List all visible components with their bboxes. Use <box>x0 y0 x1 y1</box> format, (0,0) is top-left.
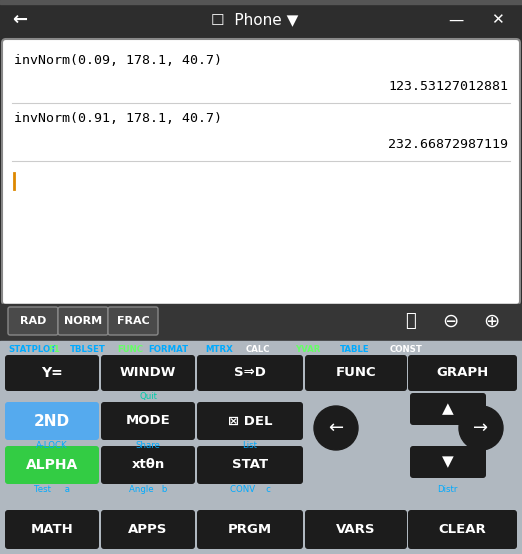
FancyBboxPatch shape <box>5 446 99 484</box>
Text: ✕: ✕ <box>491 13 503 28</box>
Bar <box>0 0 522 4</box>
FancyBboxPatch shape <box>101 510 195 549</box>
FancyBboxPatch shape <box>101 446 195 484</box>
Text: GRAPH: GRAPH <box>436 367 489 379</box>
FancyBboxPatch shape <box>197 355 303 391</box>
Text: 232.66872987119: 232.66872987119 <box>388 138 508 151</box>
Bar <box>0 0 522 40</box>
FancyBboxPatch shape <box>305 355 407 391</box>
Text: NORM: NORM <box>64 316 102 326</box>
Text: ←: ← <box>13 11 28 29</box>
FancyBboxPatch shape <box>58 307 108 335</box>
Text: Share: Share <box>136 442 160 450</box>
Text: List: List <box>243 442 257 450</box>
Text: S⇒D: S⇒D <box>234 367 266 379</box>
Bar <box>0 340 522 554</box>
Text: FUNC: FUNC <box>117 345 143 353</box>
Text: VARS: VARS <box>336 523 376 536</box>
Text: CALC: CALC <box>246 345 270 353</box>
FancyBboxPatch shape <box>410 393 486 425</box>
Text: ⊖: ⊖ <box>442 311 458 331</box>
FancyBboxPatch shape <box>197 402 303 440</box>
Text: STATPLOT: STATPLOT <box>8 345 56 353</box>
FancyBboxPatch shape <box>2 39 520 305</box>
Text: ▲: ▲ <box>442 402 454 417</box>
Circle shape <box>459 406 503 450</box>
FancyBboxPatch shape <box>5 355 99 391</box>
Bar <box>0 304 522 340</box>
FancyBboxPatch shape <box>101 355 195 391</box>
Text: 123.53127012881: 123.53127012881 <box>388 80 508 94</box>
Text: ⏱: ⏱ <box>405 312 416 330</box>
Text: Y=: Y= <box>41 366 63 380</box>
FancyBboxPatch shape <box>8 307 58 335</box>
Text: MATH: MATH <box>31 523 74 536</box>
Text: FUNC: FUNC <box>336 367 376 379</box>
Text: CONST: CONST <box>390 345 423 353</box>
Text: PRGM: PRGM <box>228 523 272 536</box>
FancyBboxPatch shape <box>5 402 99 440</box>
Bar <box>0 341 522 357</box>
FancyBboxPatch shape <box>101 402 195 440</box>
Text: YVAR: YVAR <box>295 345 321 353</box>
Text: Test     a: Test a <box>34 485 70 495</box>
Text: APPS: APPS <box>128 523 168 536</box>
FancyBboxPatch shape <box>5 510 99 549</box>
Text: TBLSET: TBLSET <box>70 345 106 353</box>
Text: →: → <box>473 419 489 437</box>
Text: STAT: STAT <box>232 459 268 471</box>
Text: 2ND: 2ND <box>34 413 70 428</box>
FancyBboxPatch shape <box>197 510 303 549</box>
Text: ☐  Phone ▼: ☐ Phone ▼ <box>211 13 299 28</box>
Text: invNorm(0.91, 178.1, 40.7): invNorm(0.91, 178.1, 40.7) <box>14 112 222 126</box>
Text: MODE: MODE <box>126 414 170 428</box>
Text: ⊕: ⊕ <box>483 311 499 331</box>
Text: ⊠ DEL: ⊠ DEL <box>228 414 272 428</box>
Text: —: — <box>448 13 464 28</box>
Text: FRAC: FRAC <box>116 316 149 326</box>
FancyBboxPatch shape <box>108 307 158 335</box>
Text: Distr: Distr <box>437 485 457 495</box>
Text: A-LOCK: A-LOCK <box>36 442 68 450</box>
FancyBboxPatch shape <box>410 446 486 478</box>
FancyBboxPatch shape <box>408 510 517 549</box>
Text: ALPHA: ALPHA <box>26 458 78 472</box>
Text: CLEAR: CLEAR <box>438 523 487 536</box>
Text: Angle   b: Angle b <box>129 485 167 495</box>
Text: MTRX: MTRX <box>205 345 233 353</box>
Text: xtθn: xtθn <box>132 459 164 471</box>
Text: F1: F1 <box>48 345 60 353</box>
Text: FORMAT: FORMAT <box>148 345 188 353</box>
Text: ▼: ▼ <box>442 454 454 469</box>
Text: CONV    c: CONV c <box>230 485 270 495</box>
Text: RAD: RAD <box>20 316 46 326</box>
FancyBboxPatch shape <box>197 446 303 484</box>
Text: TABLE: TABLE <box>340 345 370 353</box>
Circle shape <box>314 406 358 450</box>
Text: ←: ← <box>328 419 343 437</box>
Text: Quit: Quit <box>139 392 157 402</box>
FancyBboxPatch shape <box>305 510 407 549</box>
FancyBboxPatch shape <box>408 355 517 391</box>
Text: invNorm(0.09, 178.1, 40.7): invNorm(0.09, 178.1, 40.7) <box>14 54 222 68</box>
Text: WINDW: WINDW <box>120 367 176 379</box>
